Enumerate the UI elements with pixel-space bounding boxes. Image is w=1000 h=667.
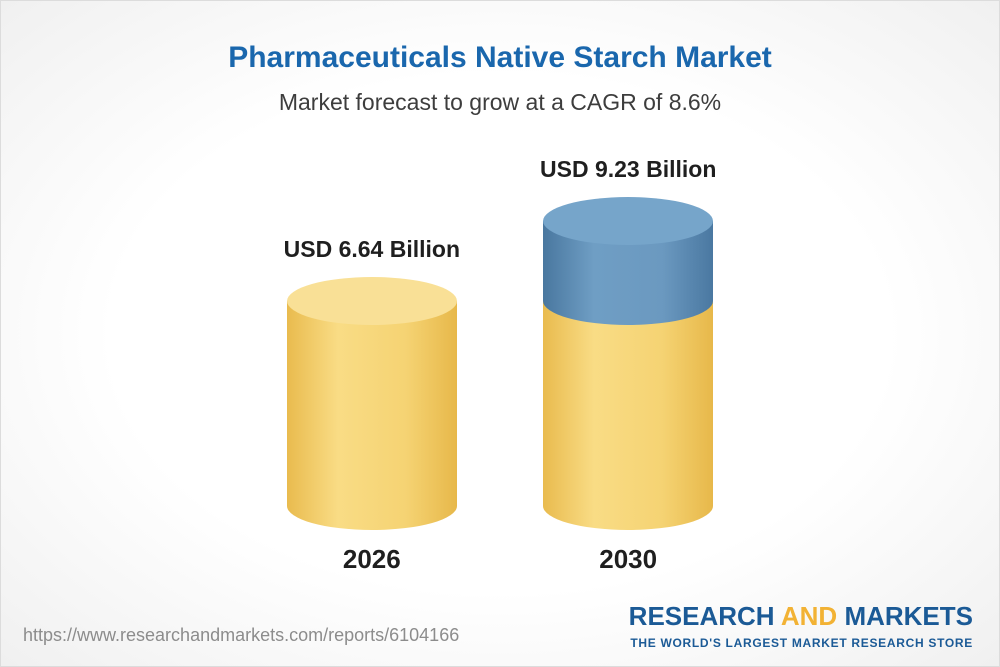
cylinder-bar-2030 [543, 197, 714, 530]
value-label-2030: USD 9.23 Billion [540, 156, 717, 182]
year-label-2026: 2026 [342, 544, 401, 574]
logo-tagline: THE WORLD'S LARGEST MARKET RESEARCH STOR… [630, 636, 973, 650]
logo-wordmark: RESEARCH AND MARKETS [629, 601, 973, 632]
cylinder-bar-2026 [286, 277, 457, 530]
report-url: https://www.researchandmarkets.com/repor… [23, 625, 460, 645]
chart-area: USD 6.64 Billion 2026 USD 9.23 Billion 2… [1, 156, 999, 575]
bar-group-2030: USD 9.23 Billion 2030 [540, 156, 716, 575]
chart-title: Pharmaceuticals Native Starch Market [228, 41, 772, 74]
logo-word-and: AND [780, 601, 838, 631]
year-label-2030: 2030 [599, 544, 658, 574]
logo-word-research: RESEARCH [628, 601, 775, 631]
value-label-2026: USD 6.64 Billion [283, 236, 460, 262]
logo-word-markets: MARKETS [844, 601, 973, 631]
research-and-markets-logo: RESEARCH AND MARKETS THE WORLD'S LARGEST… [629, 601, 973, 650]
chart-subtitle: Market forecast to grow at a CAGR of 8.6… [278, 89, 722, 115]
bar-group-2026: USD 6.64 Billion 2026 [284, 236, 460, 575]
